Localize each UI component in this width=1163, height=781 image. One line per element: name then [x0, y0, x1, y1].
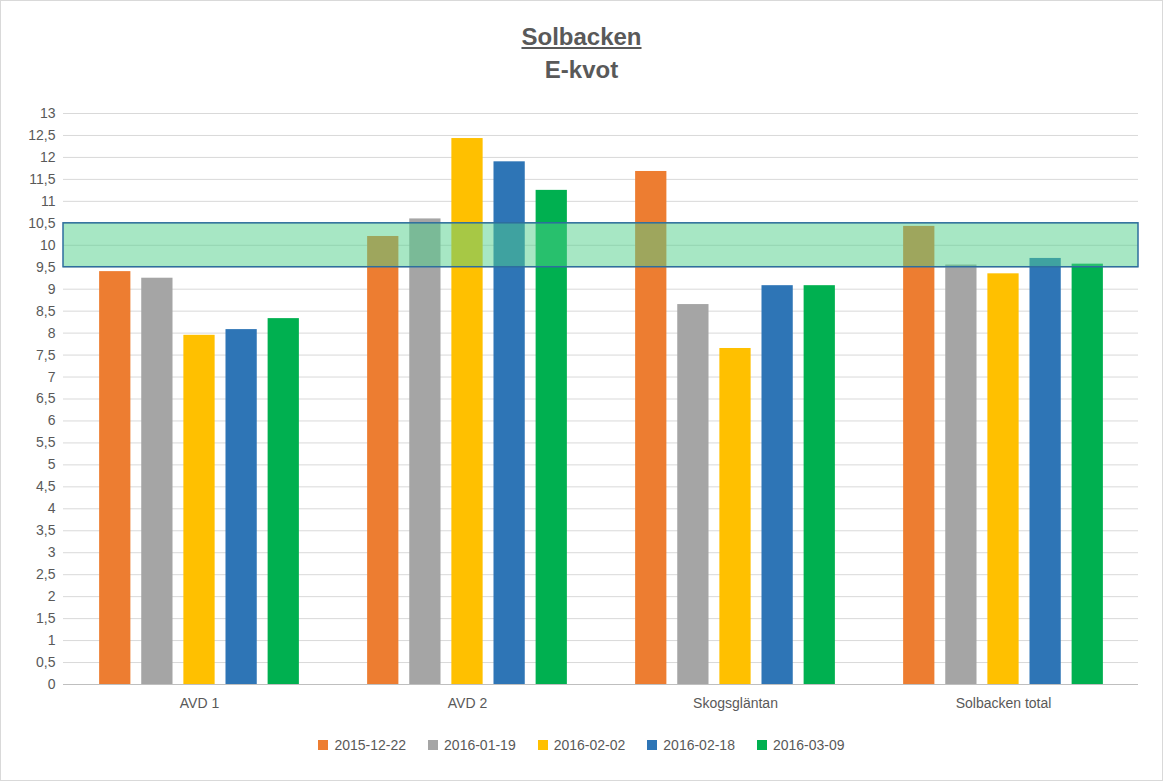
svg-text:7: 7 — [48, 369, 56, 385]
svg-text:3,5: 3,5 — [36, 522, 56, 538]
svg-text:1,5: 1,5 — [36, 610, 56, 626]
html-text:E-kvot: E-kvot — [544, 56, 619, 83]
svg-text:5: 5 — [48, 456, 56, 472]
html-text:2016-02-02: 2016-02-02 — [553, 737, 626, 753]
svg-text:12: 12 — [40, 149, 56, 165]
html-text:2016-03-09: 2016-03-09 — [772, 737, 845, 753]
svg-text:10: 10 — [40, 237, 56, 253]
svg-text:3: 3 — [48, 544, 56, 560]
svg-text:2,5: 2,5 — [36, 566, 56, 582]
svg-text:8,5: 8,5 — [36, 303, 56, 319]
svg-text:5,5: 5,5 — [36, 434, 56, 450]
svg-text:7,5: 7,5 — [36, 347, 56, 363]
html-text:2016-01-19: 2016-01-19 — [444, 737, 516, 753]
svg-text:4,5: 4,5 — [36, 478, 56, 494]
svg-text:6: 6 — [48, 412, 56, 428]
svg-text:Solbacken total: Solbacken total — [956, 695, 1052, 711]
html-text:Solbacken: Solbacken — [521, 23, 642, 50]
svg-text:9,5: 9,5 — [36, 259, 56, 275]
svg-text:9: 9 — [48, 281, 56, 297]
svg-text:12,5: 12,5 — [28, 127, 55, 143]
svg-text:11,5: 11,5 — [29, 171, 55, 187]
svg-text:0: 0 — [48, 676, 56, 692]
svg-text:8: 8 — [48, 325, 56, 341]
svg-text:AVD 2: AVD 2 — [448, 695, 488, 711]
svg-text:4: 4 — [48, 500, 56, 516]
svg-text:11: 11 — [41, 193, 56, 209]
svg-text:10,5: 10,5 — [28, 215, 55, 231]
svg-text:Skogsgläntan: Skogsgläntan — [693, 695, 778, 711]
svg-text:0,5: 0,5 — [36, 654, 56, 670]
svg-text:2: 2 — [48, 588, 56, 604]
svg-text:1: 1 — [48, 632, 56, 648]
html-text:2016-02-18: 2016-02-18 — [663, 737, 735, 753]
svg-text:AVD 1: AVD 1 — [180, 695, 220, 711]
html-text:2015-12-22: 2015-12-22 — [334, 737, 407, 753]
svg-text:13: 13 — [40, 105, 56, 121]
svg-text:6,5: 6,5 — [36, 390, 56, 406]
